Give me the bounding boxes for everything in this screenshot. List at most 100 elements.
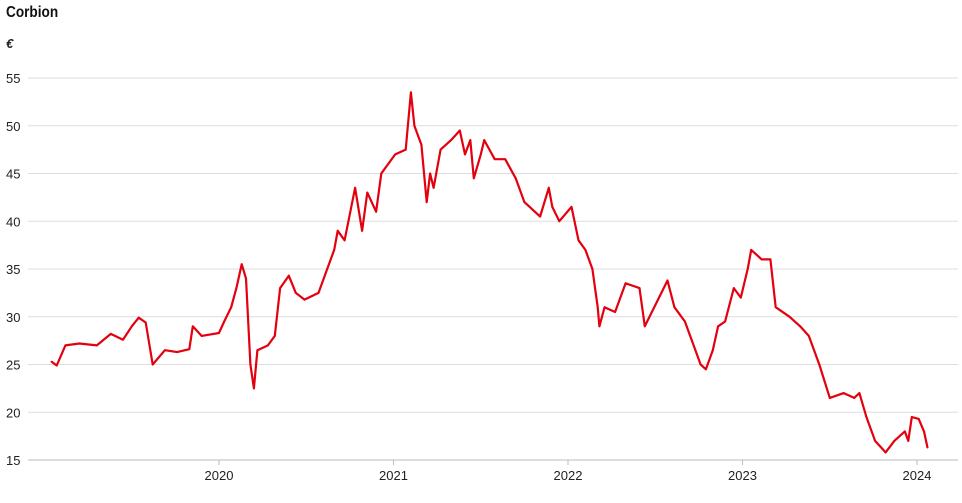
data-point (907, 440, 910, 442)
y-tick-label: 50 (6, 119, 20, 134)
data-point (303, 298, 306, 301)
data-point (404, 148, 407, 151)
data-point (739, 296, 742, 299)
data-point (279, 287, 281, 289)
data-point (699, 363, 702, 366)
data-point (760, 258, 763, 261)
data-point (570, 206, 573, 208)
data-point (717, 325, 719, 328)
x-tick-label: 2022 (554, 468, 583, 483)
y-tick-label: 20 (6, 405, 20, 420)
data-point (598, 325, 601, 328)
data-point (750, 249, 753, 251)
y-tick-label: 35 (6, 262, 20, 277)
y-tick-label: 45 (6, 167, 20, 182)
data-point (673, 306, 676, 309)
data-point (176, 351, 179, 353)
chart-title: Corbion (6, 4, 59, 21)
data-point (256, 349, 259, 352)
data-point (917, 418, 920, 420)
data-point (287, 274, 290, 277)
data-point (711, 349, 714, 352)
data-point (137, 316, 140, 319)
data-point (533, 210, 536, 213)
data-point (828, 397, 831, 399)
y-tick-label: 25 (6, 358, 20, 373)
data-point (769, 258, 772, 261)
data-point (865, 416, 868, 418)
data-point (78, 342, 81, 345)
data-point (724, 320, 726, 323)
data-point (343, 239, 346, 242)
data-point (439, 148, 442, 151)
data-point (249, 363, 252, 366)
data-point (240, 263, 243, 266)
data-point (577, 239, 580, 242)
data-point (273, 334, 276, 337)
data-point (109, 333, 112, 335)
data-point (266, 344, 269, 347)
data-point (333, 249, 336, 251)
data-point (788, 315, 791, 318)
data-point (354, 186, 357, 189)
data-point (200, 334, 203, 337)
data-point (130, 325, 133, 328)
data-point (336, 229, 339, 232)
data-point (479, 153, 482, 156)
y-tick-label: 30 (6, 310, 20, 325)
x-tick-label: 2020 (205, 468, 234, 483)
data-point (558, 220, 561, 223)
data-point (223, 320, 226, 323)
data-point (326, 268, 329, 270)
data-point (429, 172, 432, 175)
data-point (366, 191, 369, 194)
data-point (684, 320, 686, 323)
data-point (874, 440, 877, 442)
data-point (799, 325, 801, 328)
data-point (410, 91, 412, 94)
data-point (603, 306, 606, 309)
y-tick-label: 55 (6, 71, 20, 86)
data-point (64, 344, 67, 347)
data-point (624, 282, 627, 285)
data-point (191, 325, 194, 328)
data-point (151, 363, 154, 366)
data-point (923, 430, 925, 433)
data-point (903, 430, 906, 433)
data-point (432, 186, 435, 189)
data-point (245, 277, 247, 280)
data-point (413, 124, 416, 127)
data-point (746, 268, 749, 270)
data-point (188, 348, 191, 351)
data-point (818, 363, 821, 366)
data-point (394, 153, 397, 156)
data-point (144, 321, 147, 324)
data-point (50, 360, 53, 363)
data-point (893, 440, 896, 442)
data-point (514, 177, 517, 180)
data-point (638, 287, 641, 289)
y-tick-label: 40 (6, 214, 20, 229)
data-point (122, 338, 124, 341)
data-point (458, 129, 461, 132)
data-point (732, 287, 735, 289)
data-point (539, 215, 541, 218)
data-point (926, 446, 929, 449)
data-point (858, 392, 861, 395)
data-point (614, 311, 617, 313)
data-point (450, 139, 452, 141)
data-point (551, 206, 554, 208)
data-point (469, 139, 472, 141)
data-point (164, 349, 166, 352)
data-point (910, 416, 913, 418)
x-tick-label: 2024 (903, 468, 932, 483)
data-point (584, 249, 587, 251)
data-point (361, 229, 363, 232)
data-point (596, 306, 599, 309)
data-point (230, 306, 233, 309)
data-point (375, 210, 377, 213)
data-point (807, 334, 810, 337)
data-point (523, 201, 526, 204)
data-point (420, 143, 423, 146)
